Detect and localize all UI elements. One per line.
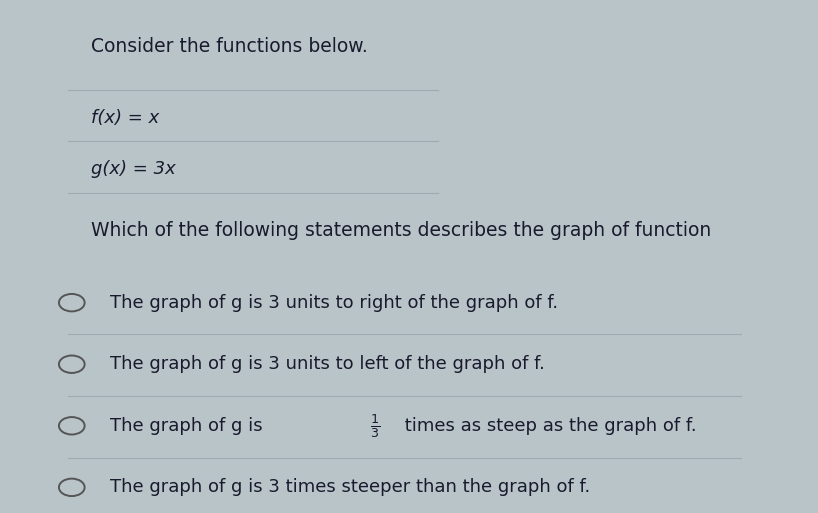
Text: The graph of g is 3 units to right of the graph of f.: The graph of g is 3 units to right of th… bbox=[110, 293, 558, 312]
Text: f(x) = x: f(x) = x bbox=[91, 109, 159, 127]
Text: Which of the following statements describes the graph of function: Which of the following statements descri… bbox=[91, 221, 711, 241]
Text: The graph of g is 3 times steeper than the graph of f.: The graph of g is 3 times steeper than t… bbox=[110, 478, 590, 497]
Text: $\frac{1}{3}$: $\frac{1}{3}$ bbox=[371, 412, 380, 440]
Text: times as steep as the graph of f.: times as steep as the graph of f. bbox=[399, 417, 697, 435]
Text: g(x) = 3x: g(x) = 3x bbox=[91, 160, 175, 179]
Text: The graph of g is 3 units to left of the graph of f.: The graph of g is 3 units to left of the… bbox=[110, 355, 545, 373]
Text: The graph of g is: The graph of g is bbox=[110, 417, 268, 435]
Text: Consider the functions below.: Consider the functions below. bbox=[91, 36, 367, 56]
